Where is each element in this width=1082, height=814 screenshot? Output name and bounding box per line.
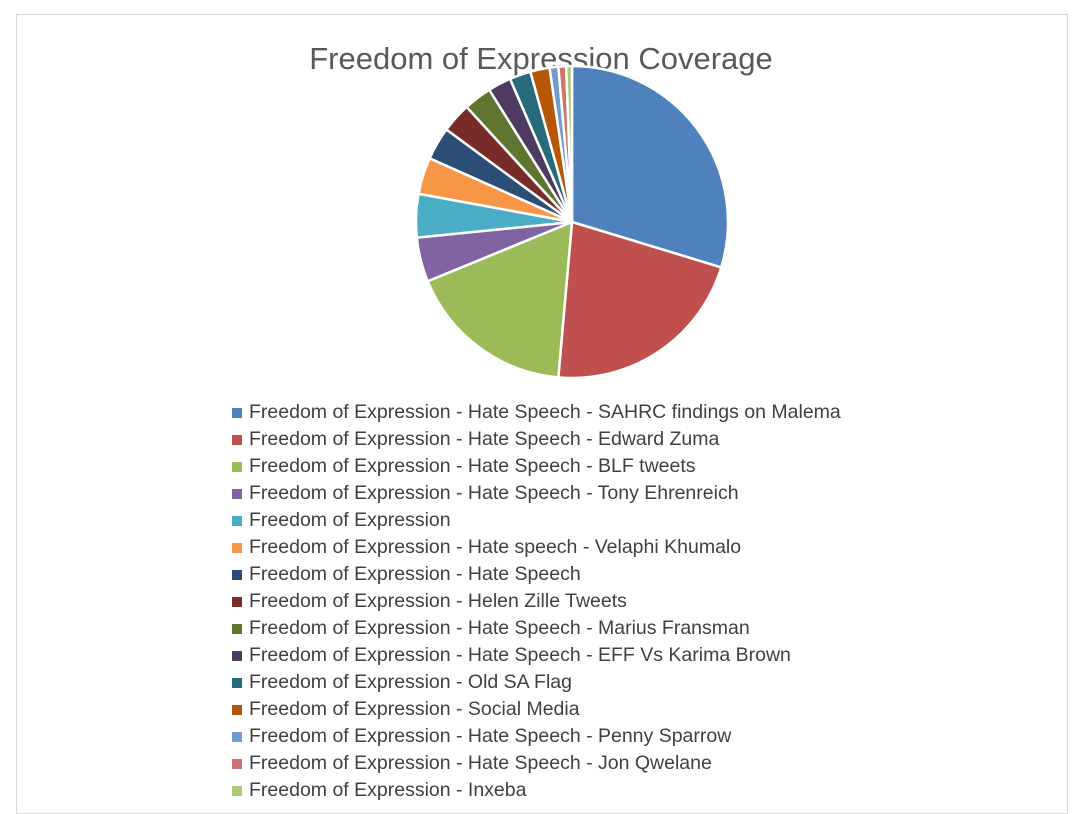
- legend-item: Freedom of Expression - Helen Zille Twee…: [232, 588, 841, 615]
- chart-legend: Freedom of Expression - Hate Speech - SA…: [232, 399, 841, 804]
- legend-item: Freedom of Expression - Hate Speech - Ma…: [232, 615, 841, 642]
- legend-swatch: [232, 758, 242, 769]
- legend-swatch: [232, 434, 242, 445]
- legend-swatch: [232, 785, 242, 796]
- legend-swatch: [232, 407, 242, 418]
- pie-slice-3: [426, 220, 574, 379]
- legend-swatch: [232, 569, 242, 580]
- legend-label: Freedom of Expression - Hate Speech - Pe…: [249, 725, 732, 747]
- legend-item: Freedom of Expression - Old SA Flag: [232, 669, 841, 696]
- legend-label: Freedom of Expression - Hate Speech - Ed…: [249, 428, 720, 450]
- legend-label: Freedom of Expression - Hate Speech - BL…: [249, 455, 696, 477]
- legend-label: Freedom of Expression - Hate Speech - Jo…: [249, 752, 712, 774]
- pie-slice-1: [570, 64, 730, 269]
- legend-item: Freedom of Expression - Hate Speech - EF…: [232, 642, 841, 669]
- legend-swatch: [232, 650, 242, 661]
- legend-item: Freedom of Expression: [232, 507, 841, 534]
- legend-item: Freedom of Expression - Hate speech - Ve…: [232, 534, 841, 561]
- legend-swatch: [232, 461, 242, 472]
- legend-item: Freedom of Expression - Hate Speech - Pe…: [232, 723, 841, 750]
- legend-swatch: [232, 596, 242, 607]
- legend-label: Freedom of Expression - Social Media: [249, 698, 580, 720]
- legend-swatch: [232, 731, 242, 742]
- legend-swatch: [232, 704, 242, 715]
- legend-swatch: [232, 677, 242, 688]
- legend-label: Freedom of Expression: [249, 509, 451, 531]
- legend-swatch: [232, 542, 242, 553]
- legend-label: Freedom of Expression - Hate Speech - To…: [249, 482, 739, 504]
- legend-item: Freedom of Expression - Hate Speech - Jo…: [232, 750, 841, 777]
- legend-swatch: [232, 623, 242, 634]
- legend-label: Freedom of Expression - Helen Zille Twee…: [249, 590, 627, 612]
- legend-item: Freedom of Expression - Hate Speech - SA…: [232, 399, 841, 426]
- legend-label: Freedom of Expression - Hate Speech: [249, 563, 581, 585]
- legend-item: Freedom of Expression - Hate Speech: [232, 561, 841, 588]
- legend-swatch: [232, 515, 242, 526]
- pie-slice-2: [557, 220, 723, 380]
- legend-item: Freedom of Expression - Inxeba: [232, 777, 841, 804]
- legend-item: Freedom of Expression - Social Media: [232, 696, 841, 723]
- legend-label: Freedom of Expression - Hate Speech - SA…: [249, 401, 841, 423]
- legend-label: Freedom of Expression - Hate speech - Ve…: [249, 536, 742, 558]
- legend-item: Freedom of Expression - Hate Speech - BL…: [232, 453, 841, 480]
- legend-label: Freedom of Expression - Old SA Flag: [249, 671, 572, 693]
- legend-label: Freedom of Expression - Hate Speech - Ma…: [249, 617, 750, 639]
- pie-slices: [414, 64, 730, 380]
- legend-label: Freedom of Expression - Inxeba: [249, 779, 527, 801]
- legend-label: Freedom of Expression - Hate Speech - EF…: [249, 644, 791, 666]
- legend-item: Freedom of Expression - Hate Speech - To…: [232, 480, 841, 507]
- legend-swatch: [232, 488, 242, 499]
- legend-item: Freedom of Expression - Hate Speech - Ed…: [232, 426, 841, 453]
- pie-slice-15: [564, 64, 574, 224]
